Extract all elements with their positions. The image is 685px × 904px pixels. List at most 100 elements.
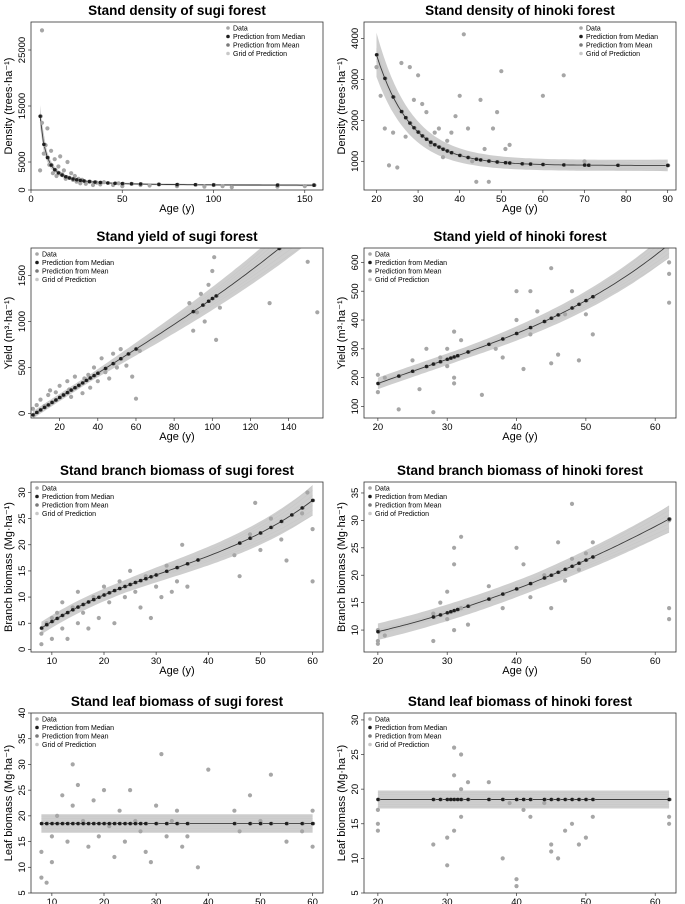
data-point bbox=[191, 328, 196, 333]
x-tick-label: 40 bbox=[511, 422, 522, 433]
prediction-median-point bbox=[424, 137, 429, 141]
data-point bbox=[452, 828, 457, 833]
prediction-median-point bbox=[82, 179, 86, 183]
plot-area bbox=[375, 243, 672, 415]
prediction-median-point bbox=[374, 53, 379, 57]
data-point bbox=[159, 595, 164, 600]
data-point bbox=[569, 501, 575, 506]
prediction-median-point bbox=[107, 591, 111, 595]
data-point bbox=[667, 814, 672, 819]
x-tick-label: 140 bbox=[281, 422, 297, 433]
data-point bbox=[107, 376, 112, 381]
data-point bbox=[154, 584, 159, 589]
data-point bbox=[514, 884, 519, 889]
x-tick-label: 40 bbox=[203, 656, 214, 667]
data-point bbox=[375, 372, 380, 377]
data-point bbox=[459, 787, 464, 792]
legend-entry: Grid of Prediction bbox=[375, 511, 429, 518]
data-point bbox=[583, 312, 589, 317]
prediction-median-point bbox=[667, 517, 671, 521]
prediction-median-point bbox=[248, 536, 252, 540]
prediction-median-point bbox=[88, 376, 92, 380]
prediction-median-point bbox=[376, 381, 380, 386]
prediction-median-point bbox=[65, 821, 70, 826]
data-point bbox=[117, 579, 122, 584]
data-point bbox=[542, 800, 547, 806]
x-tick-label: 20 bbox=[371, 194, 382, 205]
legend-entry: Prediction from Mean bbox=[375, 503, 442, 510]
prediction-median-point bbox=[449, 610, 453, 614]
prediction-median-point bbox=[138, 578, 143, 583]
data-point bbox=[65, 379, 70, 384]
data-point bbox=[99, 356, 104, 361]
prediction-median-point bbox=[300, 506, 304, 510]
prediction-median-point bbox=[81, 602, 85, 607]
prediction-median-point bbox=[44, 623, 49, 627]
prediction-median-point bbox=[521, 797, 526, 802]
legend-entry: Data bbox=[42, 486, 57, 493]
data-point bbox=[478, 97, 483, 102]
y-tick-label: 15 bbox=[350, 818, 361, 829]
prediction-median-point bbox=[478, 158, 483, 162]
data-point bbox=[569, 289, 575, 294]
prediction-median-point bbox=[437, 145, 441, 149]
data-point bbox=[521, 562, 526, 567]
legend-entry: Prediction from Mean bbox=[42, 269, 109, 276]
data-point bbox=[514, 317, 519, 323]
prediction-median-point bbox=[74, 178, 79, 182]
y-axis-label: Branch biomass (Mg·ha⁻¹) bbox=[336, 502, 348, 632]
y-tick-label: 25 bbox=[350, 749, 361, 760]
data-point bbox=[46, 392, 51, 398]
data-point bbox=[116, 181, 121, 186]
x-tick-label: 10 bbox=[47, 656, 58, 667]
x-tick-label: 20 bbox=[373, 656, 384, 667]
plot-frame bbox=[363, 712, 677, 894]
data-point bbox=[378, 93, 383, 98]
data-point bbox=[382, 633, 387, 638]
data-point bbox=[65, 159, 70, 165]
prediction-median-point bbox=[591, 295, 595, 299]
prediction-median-point bbox=[438, 613, 442, 617]
plot-frame bbox=[30, 481, 324, 653]
data-point bbox=[310, 808, 315, 813]
data-point bbox=[576, 842, 582, 847]
prediction-median-point bbox=[102, 593, 106, 597]
legend-entry: Prediction from Median bbox=[42, 260, 114, 267]
data-point bbox=[305, 259, 310, 264]
grid-prediction-line bbox=[376, 50, 668, 164]
prediction-median-point bbox=[616, 163, 620, 167]
prediction-median-point bbox=[175, 565, 179, 570]
legend-marker bbox=[35, 734, 39, 738]
data-point bbox=[164, 563, 169, 568]
prediction-median-point bbox=[582, 163, 587, 167]
data-point bbox=[174, 579, 180, 584]
prediction-mean-point bbox=[668, 243, 672, 247]
y-tick-label: 35 bbox=[17, 733, 28, 744]
prediction-median-point bbox=[91, 821, 96, 826]
prediction-median-point bbox=[44, 821, 49, 826]
prediction-median-point bbox=[76, 605, 80, 609]
prediction-median-point bbox=[49, 163, 53, 167]
data-point bbox=[159, 752, 164, 757]
x-tick-label: 90 bbox=[662, 194, 673, 205]
data-point bbox=[112, 621, 117, 626]
data-point bbox=[70, 803, 75, 808]
data-point bbox=[237, 829, 242, 834]
plot-frame bbox=[30, 712, 324, 894]
prediction-median-point bbox=[514, 331, 519, 336]
prediction-median-point bbox=[144, 821, 148, 826]
prediction-band bbox=[32, 248, 302, 418]
x-tick-label: 70 bbox=[579, 194, 590, 205]
prediction-median-point bbox=[53, 168, 57, 172]
y-tick-label: 20 bbox=[350, 784, 361, 795]
data-point bbox=[118, 347, 123, 352]
x-tick-label: 120 bbox=[243, 422, 259, 433]
data-point bbox=[86, 372, 91, 377]
prediction-median-point bbox=[310, 821, 315, 826]
data-point bbox=[44, 880, 49, 885]
data-point bbox=[232, 808, 237, 813]
x-axis-label: Age (y) bbox=[159, 665, 194, 677]
data-point bbox=[164, 834, 169, 839]
data-point bbox=[436, 126, 441, 131]
